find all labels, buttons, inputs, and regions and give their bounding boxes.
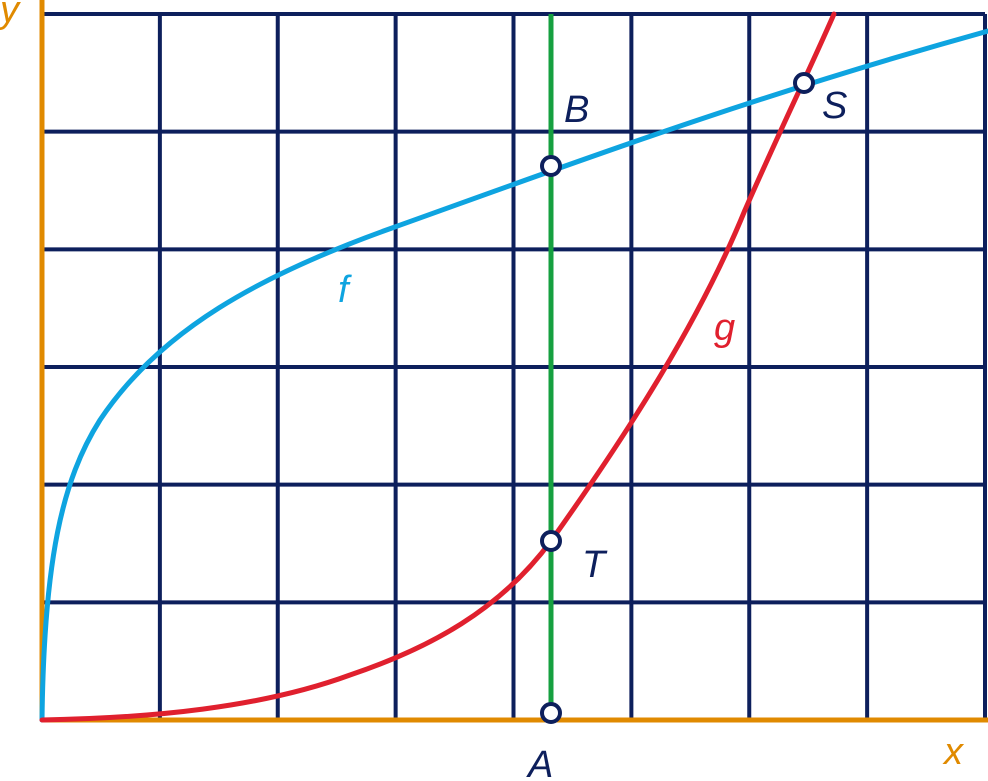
curve-f-label: f: [338, 269, 352, 311]
x-axis-label: x: [942, 731, 965, 773]
point-s-label: S: [822, 85, 847, 127]
point-t: [540, 530, 562, 552]
curve-g-label: g: [714, 307, 735, 349]
point-b: [540, 155, 562, 177]
point-b-label: B: [564, 89, 589, 131]
curve-f: [39, 28, 988, 723]
point-a-label: A: [526, 744, 553, 781]
grid: [42, 12, 987, 720]
point-a: [540, 702, 562, 724]
y-axis-label: y: [0, 0, 21, 31]
point-s: [793, 72, 815, 94]
point-t-label: T: [582, 544, 608, 586]
